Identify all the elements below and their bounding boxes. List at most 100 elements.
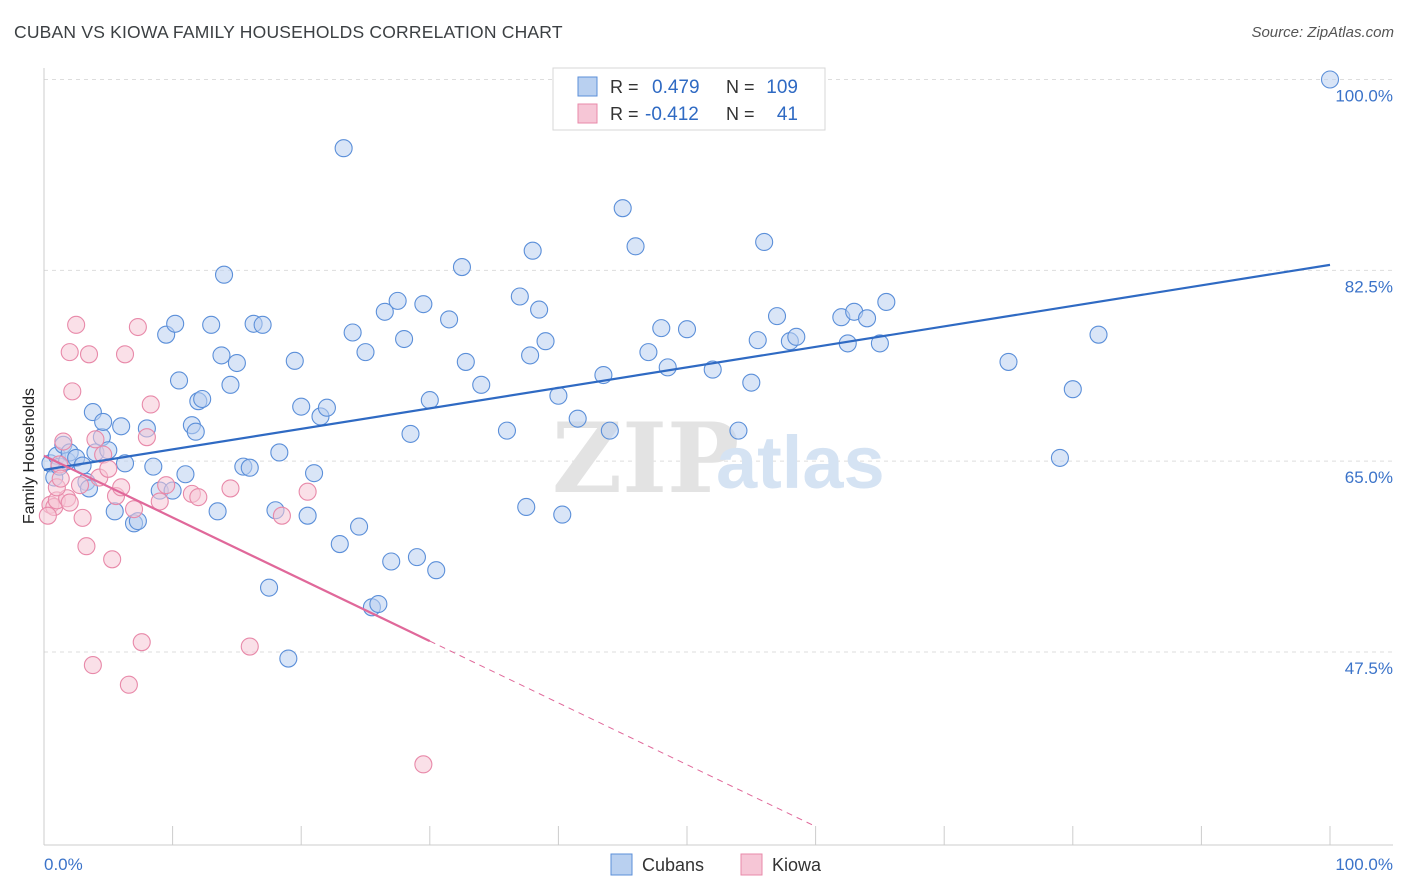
cubans-points <box>41 70 1340 668</box>
kiowa-point <box>221 479 240 498</box>
cubans-point <box>334 139 353 158</box>
y-tick-label: 47.5% <box>1345 659 1393 678</box>
kiowa-point <box>298 482 317 501</box>
cubans-point <box>703 360 722 379</box>
kiowa-point <box>63 382 82 401</box>
cubans-point <box>227 353 246 373</box>
kiowa-point <box>141 395 160 414</box>
cubans-r-value: 0.479 <box>652 77 700 98</box>
cubans-point <box>600 421 619 440</box>
legend-swatch-cubans <box>610 853 633 876</box>
cubans-point <box>401 424 420 443</box>
kiowa-point <box>38 506 57 525</box>
kiowa-point <box>99 459 118 478</box>
cubans-point <box>94 412 113 431</box>
y-tick-labels: 100.0% 82.5% 65.0% 47.5% <box>1335 87 1393 679</box>
cubans-point <box>317 398 336 417</box>
kiowa-point <box>115 345 135 364</box>
legend-label-cubans: Cubans <box>642 855 704 875</box>
kiowa-point <box>73 508 92 527</box>
legend-swatch-kiowa <box>740 853 763 876</box>
cubans-point <box>212 346 231 365</box>
cubans-point <box>407 548 426 567</box>
cubans-point <box>510 287 529 306</box>
cubans-point <box>517 497 536 517</box>
kiowa-point <box>119 675 138 694</box>
cubans-point <box>877 292 896 312</box>
cubans-point <box>456 352 475 371</box>
cubans-point <box>395 329 414 349</box>
cubans-point <box>112 417 131 436</box>
cubans-point <box>144 457 163 476</box>
cubans-point <box>176 465 195 484</box>
cubans-point <box>767 307 787 326</box>
cubans-point <box>105 502 124 521</box>
x-tick-max: 100.0% <box>1335 855 1393 874</box>
kiowa-point <box>157 476 176 495</box>
cubans-point <box>186 422 205 441</box>
cubans-point <box>292 397 311 416</box>
kiowa-point <box>128 317 147 337</box>
cubans-point <box>253 315 272 334</box>
cubans-point <box>748 331 767 350</box>
cubans-point <box>420 391 439 410</box>
cubans-point <box>208 502 227 521</box>
cubans-point <box>369 594 388 614</box>
cubans-point <box>787 327 806 346</box>
kiowa-stat-swatch <box>577 103 598 124</box>
stats-legend: R = 0.479 N = 109 R = -0.412 N = 41 <box>552 67 826 131</box>
cubans-point <box>568 409 587 428</box>
kiowa-point <box>83 656 102 675</box>
kiowa-trendline <box>43 454 431 643</box>
cubans-point <box>857 309 877 328</box>
legend-label-kiowa: Kiowa <box>772 855 822 875</box>
kiowa-point <box>137 428 156 447</box>
cubans-trendline <box>43 263 1331 471</box>
cubans-r-label: R = <box>610 77 639 97</box>
kiowa-point <box>132 633 151 652</box>
cubans-point <box>1063 380 1082 399</box>
cubans-point <box>440 310 459 329</box>
kiowa-point <box>60 343 79 362</box>
kiowa-n-label: N = <box>726 104 755 124</box>
kiowa-point <box>79 345 99 364</box>
y-tick-label: 65.0% <box>1345 468 1393 487</box>
cubans-point <box>382 552 401 571</box>
chart-title: CUBAN VS KIOWA FAMILY HOUSEHOLDS CORRELA… <box>14 22 563 42</box>
cubans-point <box>193 389 212 409</box>
cubans-n-value: 109 <box>766 77 798 98</box>
cubans-point <box>298 506 317 525</box>
cubans-point <box>472 375 491 394</box>
cubans-point <box>639 343 658 362</box>
cubans-point <box>388 291 407 310</box>
cubans-point <box>279 649 298 668</box>
kiowa-point <box>70 476 90 495</box>
cubans-point <box>259 578 279 597</box>
series-legend: Cubans Kiowa <box>610 853 822 876</box>
kiowa-r-label: R = <box>610 104 639 124</box>
cubans-point <box>530 300 549 319</box>
cubans-point <box>343 323 362 342</box>
cubans-point <box>658 358 677 377</box>
cubans-point <box>166 314 185 333</box>
kiowa-point <box>189 488 208 507</box>
kiowa-point <box>86 430 105 449</box>
cubans-point <box>285 351 304 370</box>
cubans-point <box>202 315 221 334</box>
cubans-point <box>350 517 369 536</box>
kiowa-point <box>414 755 433 774</box>
kiowa-point <box>54 432 73 451</box>
cubans-point <box>270 443 289 462</box>
cubans-point <box>677 320 697 339</box>
cubans-point <box>553 505 572 524</box>
kiowa-point <box>103 550 122 569</box>
kiowa-point <box>77 537 96 556</box>
cubans-point <box>626 237 645 256</box>
y-tick-label: 100.0% <box>1335 87 1393 106</box>
y-tick-label: 82.5% <box>1345 277 1393 296</box>
trendlines <box>43 263 1331 827</box>
cubans-point <box>755 232 774 252</box>
kiowa-n-value: 41 <box>777 104 798 125</box>
cubans-point <box>330 534 349 554</box>
cubans-point <box>742 373 761 392</box>
